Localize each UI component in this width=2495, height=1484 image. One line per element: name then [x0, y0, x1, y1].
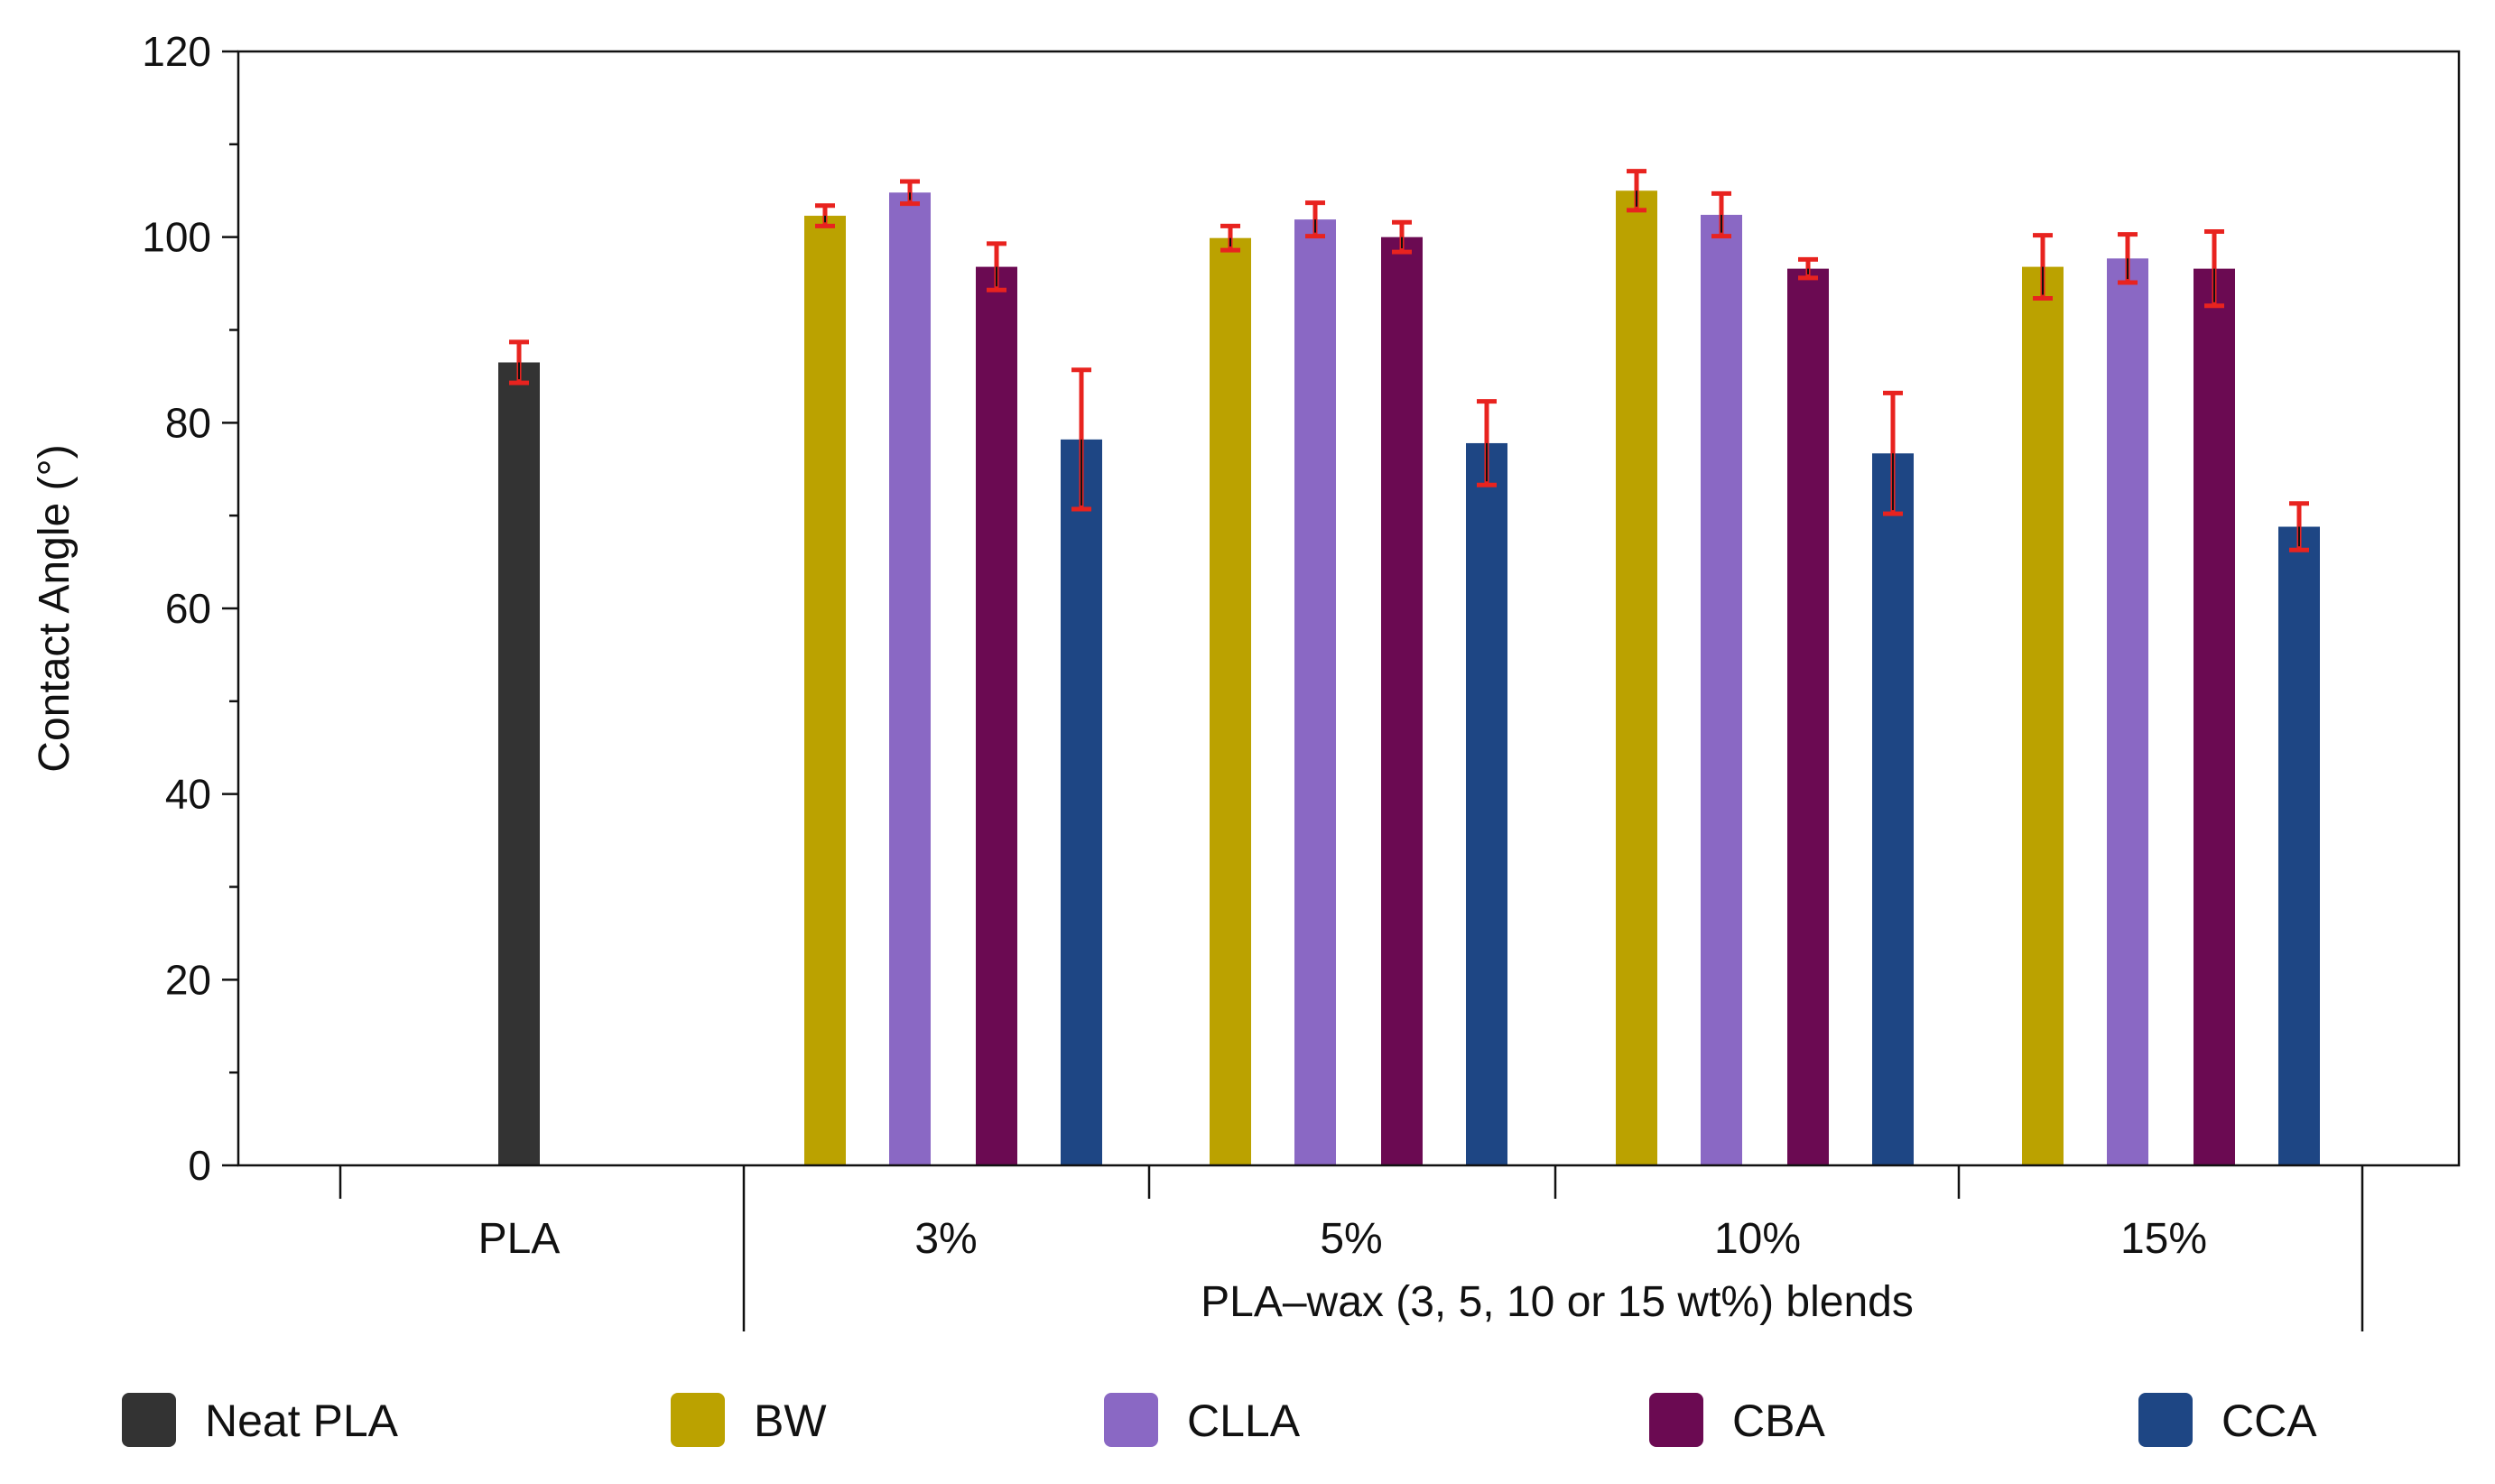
bar-3pct-cba — [976, 266, 1017, 1165]
bar-10pct-cca — [1872, 453, 1914, 1166]
y-tick-label: 80 — [165, 399, 211, 446]
legend-swatch-clla — [1104, 1393, 1158, 1447]
bar-10pct-clla — [1701, 214, 1742, 1165]
bar-15pct-cba — [2194, 268, 2235, 1165]
y-tick-label: 120 — [142, 28, 211, 75]
plot-area — [498, 169, 2320, 1166]
legend-swatch-neat-pla — [122, 1393, 176, 1447]
legend-swatch-cba — [1649, 1393, 1703, 1447]
bar-5pct-bw — [1210, 237, 1251, 1165]
x-category-label: PLA — [478, 1215, 561, 1263]
bar-15pct-bw — [2022, 266, 2064, 1165]
y-axis-label: Contact Angle (°) — [31, 444, 79, 772]
bar-5pct-cba — [1381, 237, 1423, 1166]
bar-15pct-clla — [2107, 258, 2148, 1165]
bar-5pct-cca — [1466, 442, 1507, 1165]
legend-label-cca: CCA — [2221, 1396, 2317, 1446]
bar-3pct-clla — [889, 192, 931, 1166]
legend-swatch-cca — [2138, 1393, 2193, 1447]
y-tick-label: 20 — [165, 956, 211, 1003]
bar-10pct-cba — [1787, 268, 1829, 1165]
x-category-label: 10% — [1714, 1215, 1801, 1263]
bar-3pct-bw — [804, 216, 846, 1165]
x-category-label: 5% — [1320, 1215, 1382, 1263]
y-tick-label: 40 — [165, 771, 211, 818]
x-category-label: 15% — [2120, 1215, 2207, 1263]
blend-group-label: PLA–wax (3, 5, 10 or 15 wt%) blends — [1201, 1278, 1914, 1326]
y-tick-label: 100 — [142, 214, 211, 261]
legend: Neat PLA BW CLLA CBA CCA — [122, 1393, 2317, 1447]
bar-15pct-cca — [2278, 526, 2320, 1165]
bar-10pct-bw — [1616, 190, 1657, 1165]
y-tick-label: 0 — [188, 1142, 211, 1189]
bar-pla-neat-pla — [498, 362, 540, 1165]
axes: 0 20 40 60 80 100 120 Contact Angle (°) PLA 3% 5% 1… — [31, 28, 2461, 1331]
legend-label-bw: BW — [754, 1396, 827, 1446]
bar-5pct-clla — [1294, 219, 1336, 1166]
legend-label-clla: CLLA — [1187, 1396, 1301, 1446]
x-category-label: 3% — [914, 1215, 977, 1263]
legend-swatch-bw — [671, 1393, 725, 1447]
legend-label-neat-pla: Neat PLA — [205, 1396, 399, 1446]
legend-label-cba: CBA — [1732, 1396, 1825, 1446]
bar-3pct-cca — [1061, 439, 1102, 1165]
y-tick-label: 60 — [165, 585, 211, 632]
